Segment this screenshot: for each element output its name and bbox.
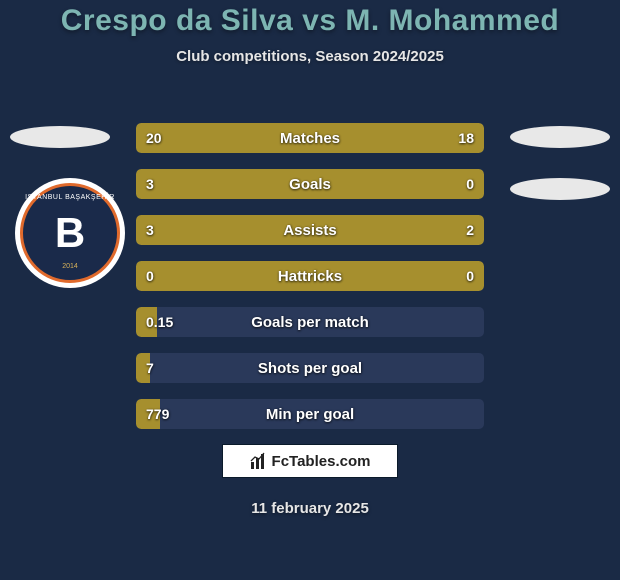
brand-text: FcTables.com (272, 453, 371, 470)
player-left-club-badge: ISTANBUL BAŞAKŞEHİR B 2014 (15, 178, 125, 288)
stat-left-value: 3 (146, 176, 154, 192)
stat-left-value: 20 (146, 130, 162, 146)
stat-row: 779Min per goal (136, 399, 484, 429)
stat-row-text: 0.15Goals per match (136, 307, 484, 337)
club-badge-year: 2014 (62, 263, 78, 270)
stat-row: 0Hattricks0 (136, 261, 484, 291)
brand-chart-icon (250, 452, 268, 470)
player-right-photo-placeholder (510, 126, 610, 148)
club-badge-letter: B (55, 212, 85, 254)
page-subtitle: Club competitions, Season 2024/2025 (0, 48, 620, 65)
club-badge-topname: ISTANBUL BAŞAKŞEHİR (25, 194, 115, 201)
stat-row: 20Matches18 (136, 123, 484, 153)
stat-right-value: 0 (466, 176, 474, 192)
stat-label: Assists (136, 222, 484, 239)
club-badge-inner: ISTANBUL BAŞAKŞEHİR B 2014 (20, 183, 120, 283)
stat-row-text: 20Matches18 (136, 123, 484, 153)
stat-left-value: 3 (146, 222, 154, 238)
page-title: Crespo da Silva vs M. Mohammed (0, 4, 620, 38)
stat-row-text: 779Min per goal (136, 399, 484, 429)
stat-label: Shots per goal (136, 360, 484, 377)
footer-date: 11 february 2025 (0, 500, 620, 517)
comparison-infographic: Crespo da Silva vs M. Mohammed Club comp… (0, 0, 620, 580)
stat-left-value: 779 (146, 406, 169, 422)
stat-right-value: 18 (458, 130, 474, 146)
stat-row-text: 0Hattricks0 (136, 261, 484, 291)
brand-logo-box: FcTables.com (222, 444, 398, 478)
stat-row: 3Goals0 (136, 169, 484, 199)
stat-label: Goals per match (136, 314, 484, 331)
stat-row-text: 7Shots per goal (136, 353, 484, 383)
player-left-photo-placeholder (10, 126, 110, 148)
stat-row-text: 3Goals0 (136, 169, 484, 199)
stat-right-value: 2 (466, 222, 474, 238)
stat-right-value: 0 (466, 268, 474, 284)
stat-left-value: 0.15 (146, 314, 173, 330)
stat-row: 3Assists2 (136, 215, 484, 245)
stat-label: Hattricks (136, 268, 484, 285)
stat-label: Min per goal (136, 406, 484, 423)
stat-row-text: 3Assists2 (136, 215, 484, 245)
stat-label: Goals (136, 176, 484, 193)
stat-left-value: 7 (146, 360, 154, 376)
stat-rows-container: 20Matches183Goals03Assists20Hattricks00.… (136, 123, 484, 445)
player-right-club-placeholder (510, 178, 610, 200)
stat-row: 7Shots per goal (136, 353, 484, 383)
stat-label: Matches (136, 130, 484, 147)
stat-left-value: 0 (146, 268, 154, 284)
stat-row: 0.15Goals per match (136, 307, 484, 337)
